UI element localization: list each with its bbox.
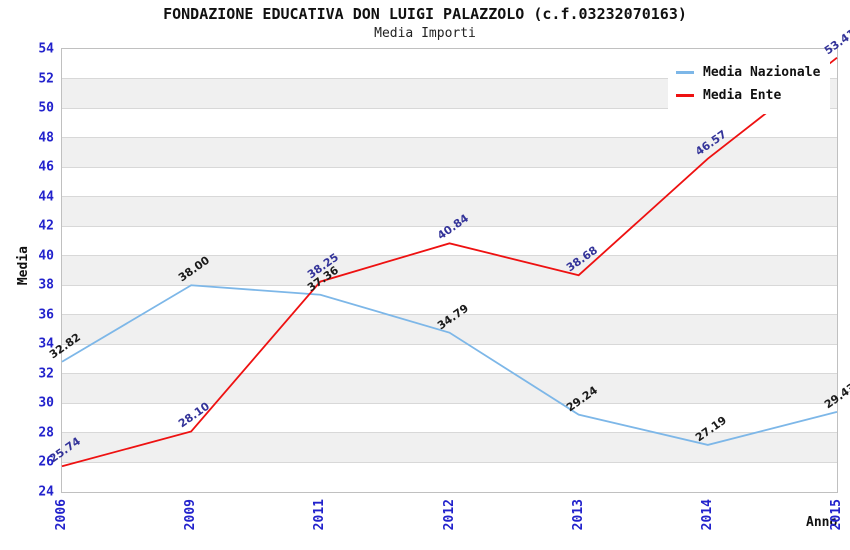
gridline (62, 225, 837, 227)
gridline (62, 137, 837, 139)
y-axis-tick-label: 38 (38, 277, 54, 293)
plot-area: 54 52 50 48 46 44 42 40 38 36 34 32 30 28 26 24 2006 2009… (38, 26, 850, 530)
y-axis-tick-label: 40 (38, 248, 54, 264)
plot-band (62, 255, 837, 286)
plot-band (62, 226, 837, 256)
x-axis-tick-label: 2006 (54, 499, 69, 531)
y-axis-tick-label: 48 (38, 130, 54, 146)
gridline (62, 432, 837, 434)
plot-band (62, 314, 837, 345)
y-axis-tick-label: 46 (38, 159, 54, 175)
plot-band (62, 196, 837, 227)
x-axis-tick-label: 2009 (183, 499, 199, 531)
y-axis-title: Media (16, 246, 31, 286)
gridline (62, 196, 837, 198)
plot-band (62, 432, 837, 463)
x-axis-tick-label: 2015 (829, 499, 844, 531)
x-axis-tick-label: 2013 (570, 499, 586, 531)
gridline (62, 402, 837, 404)
x-axis-title: Anno (806, 515, 838, 530)
gridline (62, 314, 837, 316)
x-axis-tick-label: 2014 (699, 499, 715, 531)
plot-band (62, 403, 837, 433)
plot-band (62, 137, 837, 168)
y-axis-tick-label: 42 (38, 218, 54, 234)
gridline (62, 107, 837, 109)
gridline (62, 166, 837, 168)
chart-subtitle: Media Importi (374, 26, 476, 41)
gridline (62, 78, 837, 80)
gridline (62, 343, 837, 345)
y-axis-tick-label: 34 (38, 336, 54, 352)
y-axis-tick-label: 32 (38, 366, 54, 382)
y-axis-tick-label: 54 (38, 41, 54, 57)
legend-item: Media Ente (676, 84, 820, 107)
plot-band (62, 344, 837, 374)
y-axis-tick-label: 52 (38, 71, 54, 87)
legend-line-swatch-icon (676, 71, 694, 74)
gridline (62, 373, 837, 375)
plot-band (62, 373, 837, 404)
legend-item: Media Nazionale (676, 61, 820, 84)
x-axis-tick-label: 2012 (441, 499, 457, 531)
legend-label: Media Ente (703, 88, 782, 103)
legend-label: Media Nazionale (703, 65, 821, 80)
gridline (62, 284, 837, 286)
y-axis-tick-label: 30 (38, 395, 54, 411)
y-axis-tick-label: 26 (38, 454, 54, 470)
series-lines (61, 57, 838, 468)
series-line (61, 57, 838, 468)
y-axis-tick-label: 28 (38, 425, 54, 441)
y-axis-tick-label: 36 (38, 307, 54, 323)
series-line (61, 284, 838, 446)
plot-band (62, 462, 837, 492)
y-axis-tick-label: 44 (38, 189, 54, 205)
gridline (62, 255, 837, 257)
gridline (62, 461, 837, 463)
plot-band (62, 167, 837, 197)
y-axis-tick-label: 24 (38, 484, 54, 500)
chart-title: FONDAZIONE EDUCATIVA DON LUIGI PALAZZOLO… (163, 5, 687, 23)
plot-band (62, 285, 837, 315)
legend: Media Nazionale Media Ente (668, 56, 831, 114)
x-axis-tick-label: 2011 (312, 499, 328, 531)
legend-line-swatch-icon (676, 94, 694, 97)
y-axis-tick-label: 50 (38, 100, 54, 116)
